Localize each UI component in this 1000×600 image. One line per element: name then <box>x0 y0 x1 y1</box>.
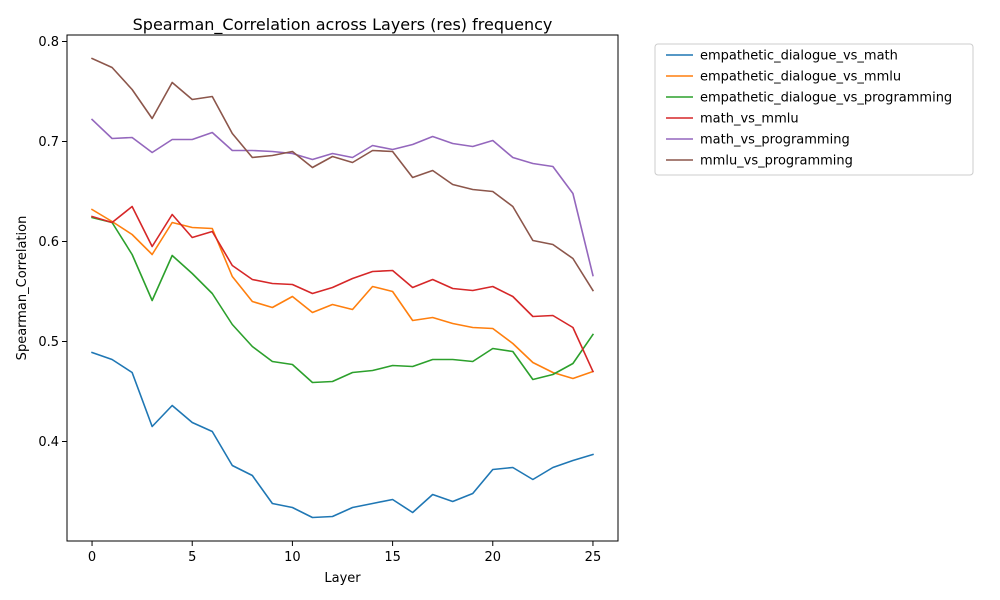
plot-area: 0 5 10 15 20 25 0.4 0.5 0.6 0.7 0.8 <box>38 34 619 565</box>
series-line-empathetic-dialogue-vs-programming <box>91 216 595 384</box>
legend: empathetic_dialogue_vs_math empathetic_di… <box>654 43 974 176</box>
legend-label: empathetic_dialogue_vs_programming <box>700 91 952 106</box>
series-line-mmlu-vs-programming <box>90 57 595 292</box>
series-line-math-vs-mmlu <box>91 205 595 373</box>
x-tick-label: 0 <box>88 550 96 565</box>
legend-label: mmlu_vs_programming <box>700 154 853 169</box>
x-axis-title: Layer <box>324 571 361 586</box>
plot-frame <box>66 34 619 542</box>
legend-label: empathetic_dialogue_vs_math <box>700 49 898 64</box>
legend-label: math_vs_mmlu <box>700 112 799 127</box>
x-tick-label: 25 <box>585 550 602 565</box>
series-line-empathetic-dialogue-vs-math <box>91 351 594 519</box>
legend-label: math_vs_programming <box>700 133 850 148</box>
x-tick-label: 10 <box>284 550 301 565</box>
x-tick-label: 15 <box>384 550 401 565</box>
y-axis-title: Spearman_Correlation <box>15 216 30 361</box>
series-line-empathetic-dialogue-vs-mmlu <box>90 208 594 380</box>
x-tick-label: 5 <box>188 550 196 565</box>
legend-items: empathetic_dialogue_vs_math empathetic_di… <box>666 49 952 169</box>
y-tick-label: 0.7 <box>38 135 59 150</box>
chart-title: Spearman_Correlation across Layers (res)… <box>133 15 553 35</box>
y-axis-ticks: 0.4 0.5 0.6 0.7 0.8 <box>38 35 67 450</box>
legend-frame <box>654 43 974 176</box>
legend-label: empathetic_dialogue_vs_mmlu <box>700 70 901 85</box>
series-lines <box>90 57 595 519</box>
x-tick-label: 20 <box>484 550 501 565</box>
y-tick-label: 0.6 <box>38 235 59 250</box>
series-line-math-vs-programming <box>90 118 594 277</box>
x-axis-ticks: 0 5 10 15 20 25 <box>88 541 601 565</box>
y-tick-label: 0.8 <box>38 35 59 50</box>
y-tick-label: 0.4 <box>38 435 59 450</box>
y-tick-label: 0.5 <box>38 335 59 350</box>
